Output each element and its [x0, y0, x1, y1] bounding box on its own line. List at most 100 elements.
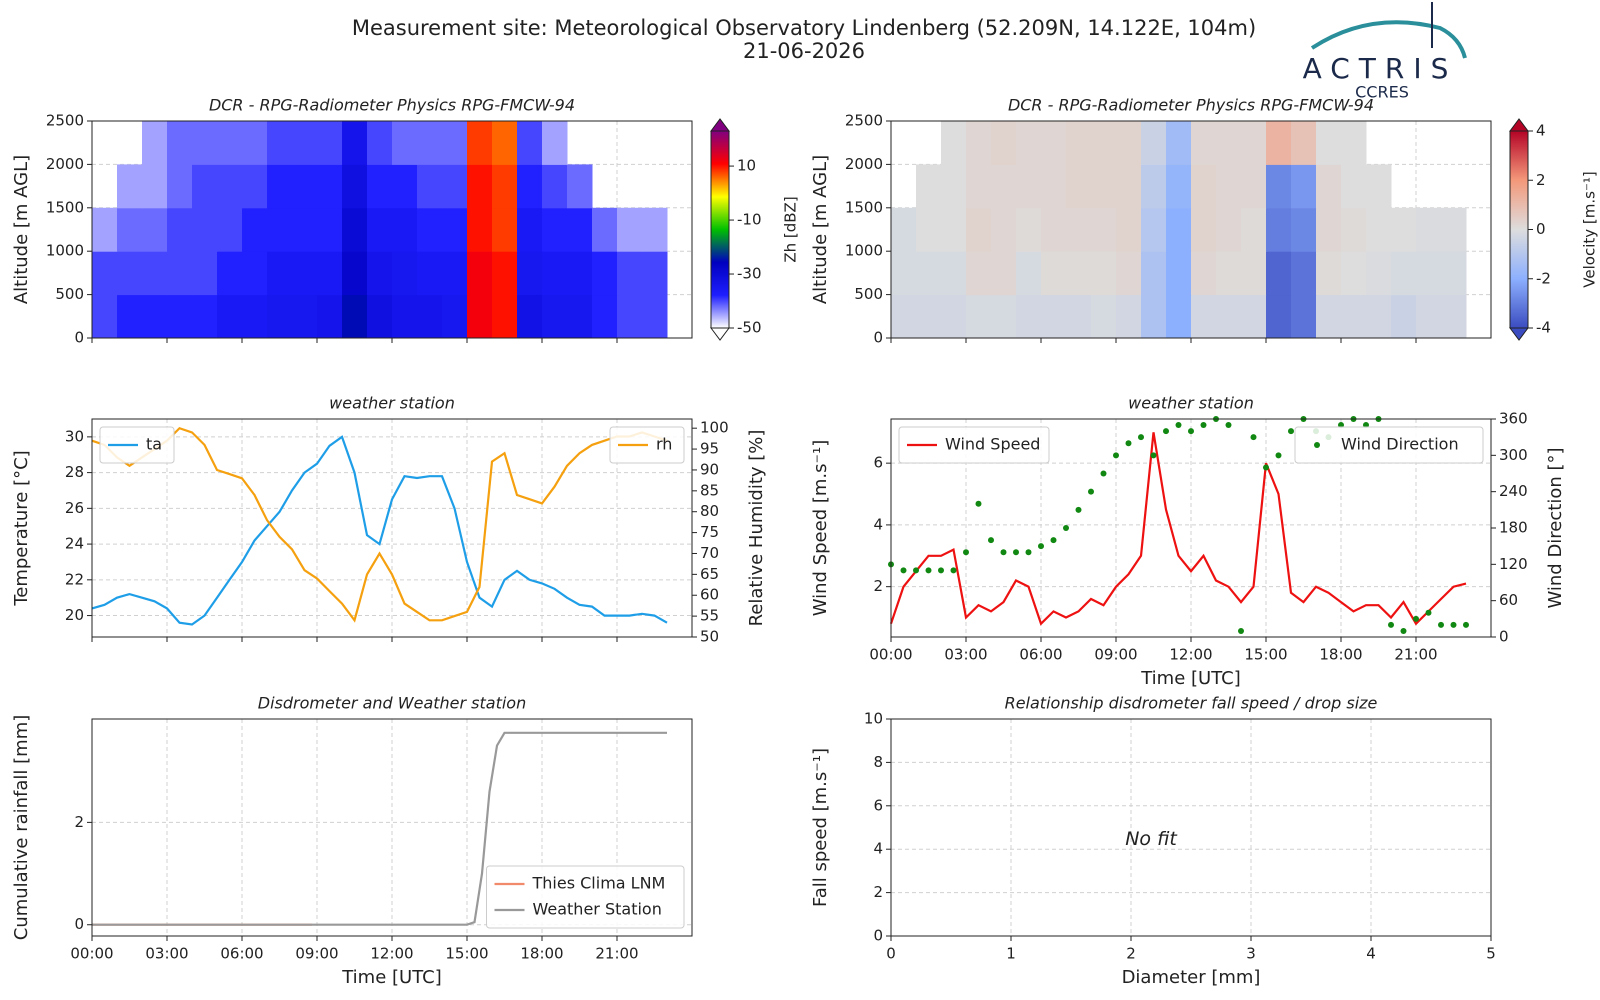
plot-frame: [91, 418, 693, 638]
y-tick-label: 1500: [845, 198, 883, 216]
heatmap-cell: [1191, 121, 1217, 165]
heatmap-cell: [1416, 294, 1442, 339]
colorbar-tick-label: 10: [737, 157, 756, 175]
heatmap-cell: [267, 294, 293, 339]
data-point: [1250, 434, 1257, 441]
heatmap-cell: [167, 294, 193, 339]
heatmap-cell: [1241, 164, 1267, 209]
heatmap-cell: [1291, 121, 1317, 165]
heatmap-cell: [392, 251, 418, 296]
heatmap-cell: [1191, 294, 1217, 339]
x-tick-label: 5: [1486, 945, 1496, 963]
y-tick-label: 26: [65, 499, 84, 517]
heatmap-cell: [1316, 164, 1342, 209]
heatmap-cell: [1391, 251, 1417, 296]
data-point: [913, 567, 919, 574]
heatmap-cell: [542, 164, 568, 209]
heatmap-cell: [1116, 164, 1142, 209]
data-point: [925, 567, 932, 574]
y-tick-label: 2: [74, 813, 84, 831]
heatmap-cell: [242, 121, 268, 165]
heatmap-cell: [916, 207, 942, 252]
heatmap-cell: [467, 251, 493, 296]
data-point: [1425, 609, 1432, 616]
colorbar-tick-label: -10: [737, 211, 762, 229]
data-line: [91, 435, 668, 626]
heatmap-cell: [1041, 207, 1067, 252]
x-tick-label: 21:00: [1394, 646, 1437, 664]
plot-frame: [890, 718, 1492, 937]
heatmap-cell: [1016, 207, 1042, 252]
y-axis-label: Altitude [m AGL]: [810, 155, 831, 304]
heatmap-cell: [267, 121, 293, 165]
y-tick-label: 0: [74, 915, 84, 933]
heatmap-cell: [567, 251, 593, 296]
data-point: [1113, 452, 1119, 459]
heatmap-cell: [242, 294, 268, 339]
y2-tick-label: 80: [700, 502, 719, 520]
heatmap-cell: [1341, 207, 1367, 252]
legend-label: Weather Station: [533, 900, 662, 919]
heatmap-cell: [1241, 294, 1267, 339]
heatmap-cell: [1016, 294, 1042, 339]
heatmap-cell: [567, 164, 593, 209]
heatmap-cell: [1166, 207, 1192, 252]
heatmap-cell: [592, 251, 618, 296]
chart-panel: 00:00 03:00 06:00 09:00 12:00 15:00 18:00 21:00…: [810, 394, 1566, 690]
x-tick-label: 06:00: [220, 945, 263, 963]
heatmap-cell: [517, 164, 543, 209]
colorbar-tick-label: -2: [1536, 269, 1551, 287]
heatmap-cell: [1316, 207, 1342, 252]
data-point: [1013, 549, 1019, 556]
heatmap-cell: [392, 294, 418, 339]
heatmap-cell: [1341, 251, 1367, 296]
heatmap-cell: [342, 207, 368, 252]
data-point: [1438, 621, 1444, 628]
heatmap-cell: [1091, 121, 1117, 165]
heatmap-cell: [642, 207, 668, 252]
heatmap-cell: [966, 251, 992, 296]
x-tick-label: 06:00: [1019, 646, 1062, 664]
heatmap-cell: [1066, 207, 1092, 252]
data-point: [1263, 464, 1269, 471]
heatmap-cell: [292, 294, 318, 339]
heatmap-cell: [317, 207, 343, 252]
heatmap-cell: [1241, 207, 1267, 252]
legend-box: [898, 426, 1050, 464]
heatmap-cell: [1141, 251, 1167, 296]
y2-tick-label: 360: [1499, 410, 1528, 428]
heatmap-cell: [492, 121, 518, 165]
data-point: [1463, 621, 1469, 628]
heatmap-cell: [1441, 251, 1467, 296]
heatmap-cell: [1166, 294, 1192, 339]
heatmap-cell: [167, 121, 193, 165]
legend: Wind Direction: [1294, 426, 1484, 464]
y2-tick-label: 70: [700, 544, 719, 562]
heatmap-cell: [367, 251, 393, 296]
y-tick-label: 6: [873, 454, 883, 472]
heatmap-cell: [392, 207, 418, 252]
legend-swatch: [1314, 442, 1320, 448]
legend: ta: [99, 426, 175, 464]
heatmap-cell: [267, 164, 293, 209]
y-tick-label: 6: [873, 796, 883, 814]
heatmap-cell: [1216, 294, 1242, 339]
heatmap-cell: [966, 294, 992, 339]
heatmap-cell: [1241, 121, 1267, 165]
y-tick-label: 1000: [46, 242, 84, 260]
heatmap-cell: [1416, 251, 1442, 296]
y-tick-label: 20: [65, 606, 84, 624]
heatmap-cell: [142, 294, 168, 339]
heatmap-cell: [1091, 251, 1117, 296]
data-point: [1288, 428, 1294, 435]
heatmap-cell: [1041, 164, 1067, 209]
heatmap-cell: [192, 251, 218, 296]
data-point: [1050, 537, 1057, 544]
x-tick-label: 1: [1006, 945, 1016, 963]
data-point: [1088, 488, 1094, 495]
heatmap-cell: [217, 207, 243, 252]
heatmap-cell: [1016, 164, 1042, 209]
y2-tick-label: 100: [700, 419, 729, 437]
heatmap-cell: [467, 294, 493, 339]
y2-tick-label: 300: [1499, 446, 1528, 464]
